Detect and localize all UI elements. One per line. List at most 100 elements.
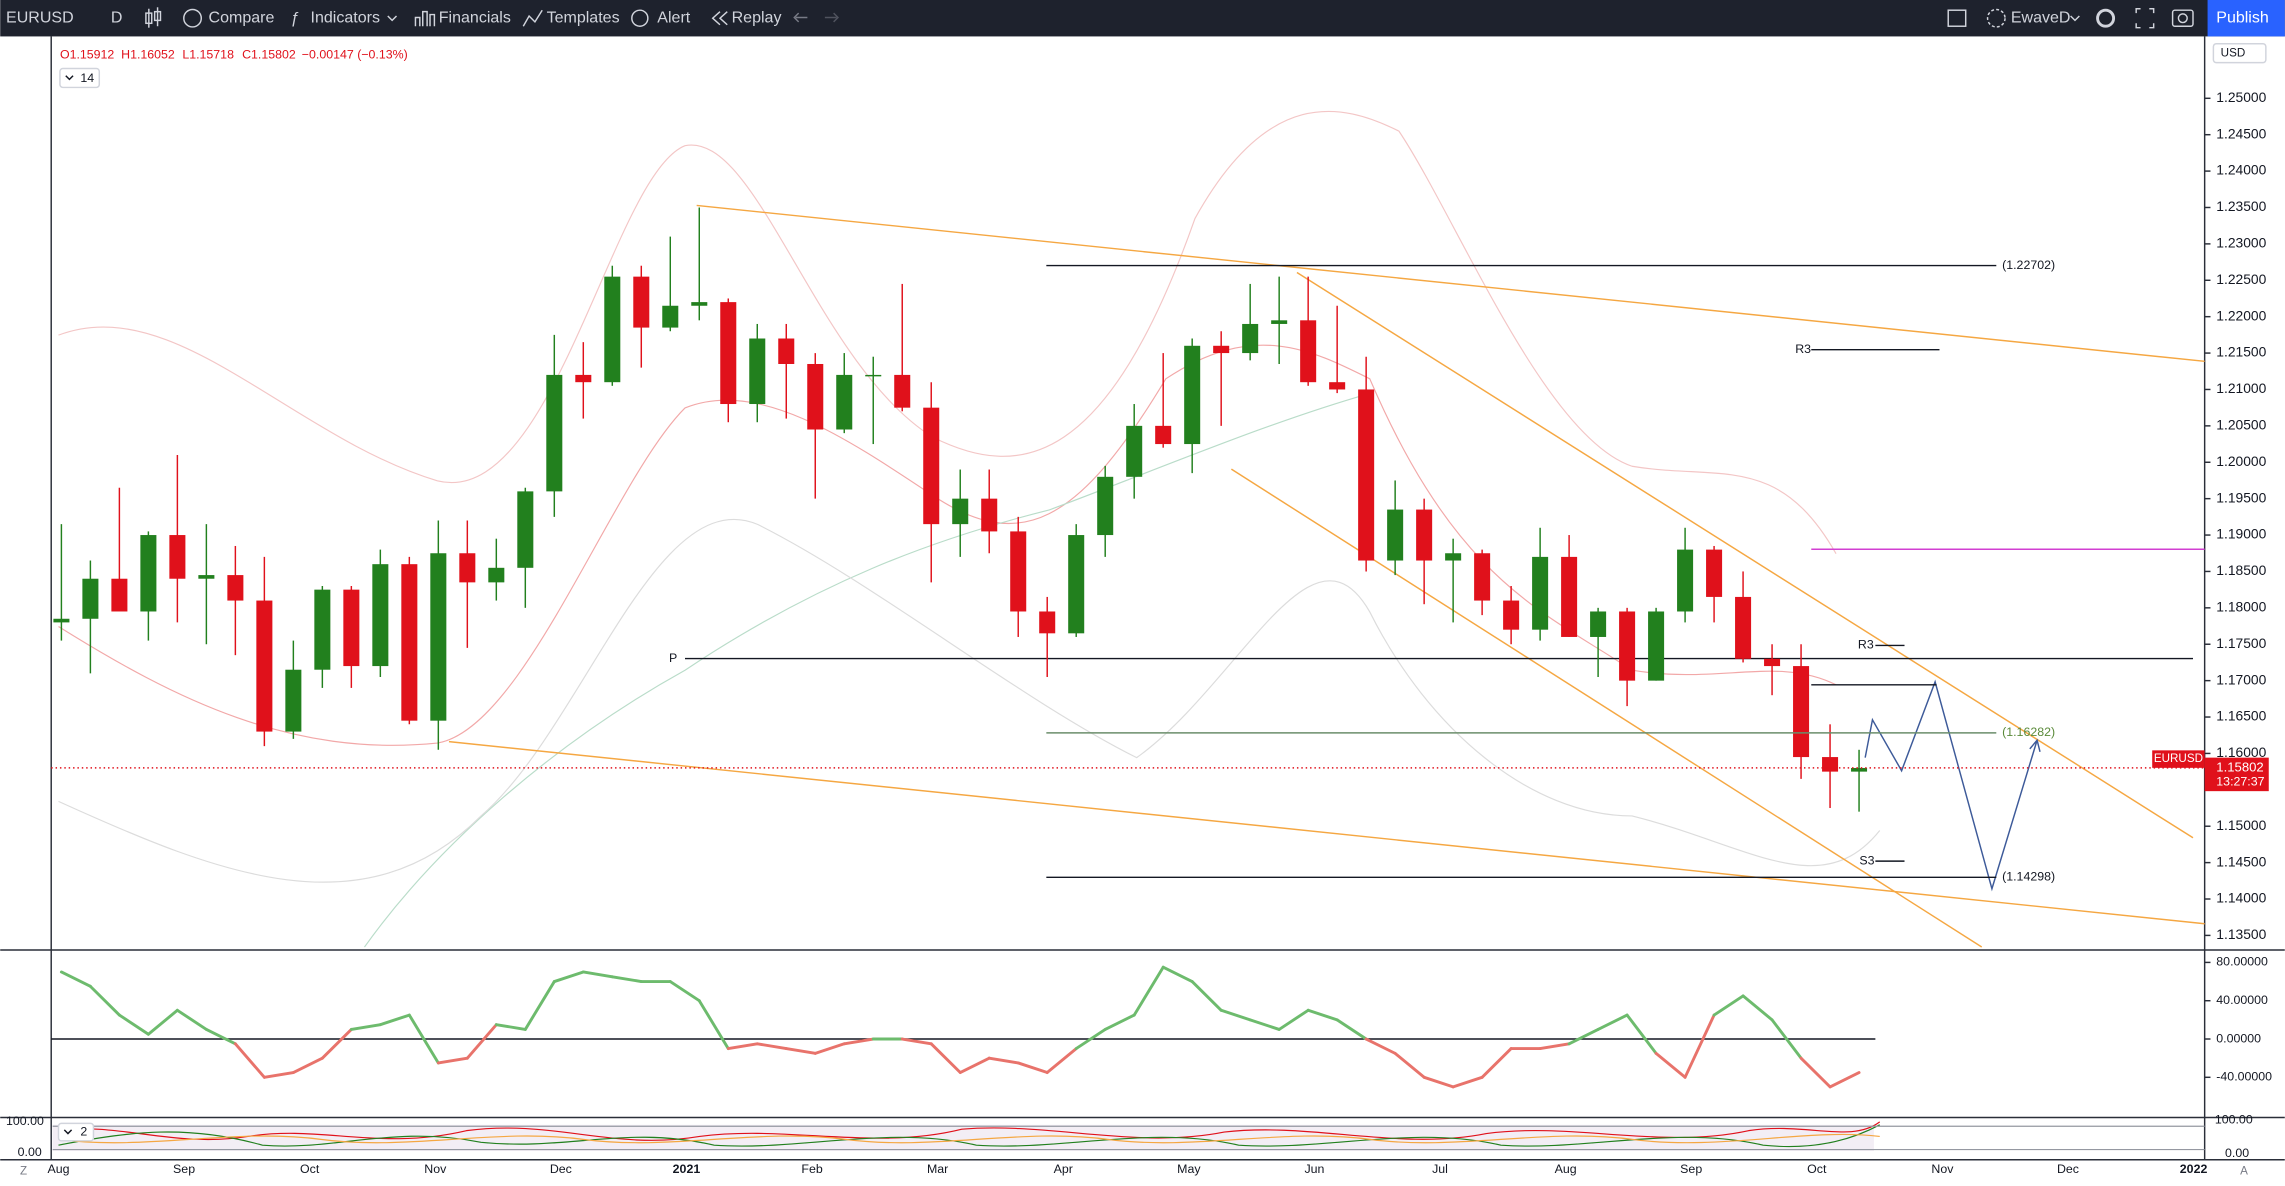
oscillator-segment	[1683, 1013, 1716, 1079]
price-tag-bg	[2204, 757, 2269, 792]
interval[interactable]: D	[111, 8, 123, 26]
trend-line[interactable]	[1296, 271, 2194, 839]
settings-icon[interactable]	[2096, 8, 2116, 28]
candle-body	[343, 589, 360, 667]
candle-body	[517, 491, 534, 568]
collapse-icon[interactable]	[63, 1129, 73, 1135]
indicator-toggle[interactable]	[57, 1122, 95, 1142]
replay-button[interactable]: Replay	[732, 8, 782, 26]
candle-body	[1590, 611, 1607, 637]
y-tick-label: 1.24000	[2216, 162, 2266, 178]
candle-body	[198, 575, 215, 579]
candle-body	[952, 498, 969, 525]
fullscreen-icon[interactable]	[2135, 8, 2155, 29]
legend: O1.15912 H1.16052 L1.15718 C1.15802 −0.0…	[59, 48, 408, 89]
candle-body	[1126, 425, 1143, 477]
candle-body	[1010, 531, 1027, 612]
legend-high: H1.16052	[121, 48, 175, 62]
alert-icon[interactable]	[631, 9, 649, 27]
y-tick-label: 1.18000	[2216, 598, 2266, 614]
chart-type-icon[interactable]	[145, 7, 162, 28]
y-tick-label: 1.17000	[2216, 671, 2266, 687]
undo-icon[interactable]	[793, 12, 808, 23]
oscillator-segment	[407, 1013, 440, 1065]
oscillator-segment	[204, 1027, 237, 1046]
trend-line[interactable]	[448, 740, 2205, 925]
symbol[interactable]: EURUSD	[6, 8, 74, 26]
y-tick-label: 80.00000	[2216, 955, 2268, 969]
oscillator-segment	[987, 1056, 1020, 1065]
oscillator-segment	[1538, 1042, 1571, 1051]
pivot-label: R3	[1795, 342, 1811, 356]
currency-select[interactable]	[2212, 42, 2267, 64]
dropdown-icon[interactable]	[387, 15, 398, 22]
financials-icon[interactable]	[414, 10, 436, 27]
x-tick-label: Apr	[1054, 1162, 1073, 1176]
oscillator-segment	[1190, 980, 1223, 1012]
x-tick-label: Aug	[1555, 1162, 1577, 1176]
candle-body	[1329, 382, 1346, 390]
trend-line[interactable]	[1230, 468, 1983, 948]
oscillator-segment	[1828, 1071, 1861, 1089]
candle-body	[488, 567, 505, 583]
candle-body	[1068, 535, 1085, 634]
dropdown-icon[interactable]	[2070, 15, 2080, 22]
candle-body	[1213, 345, 1230, 354]
oscillator-segment	[958, 1056, 991, 1074]
y-tick-label: 1.19000	[2216, 526, 2266, 542]
alert-button[interactable]: Alert	[657, 8, 690, 26]
layout-name[interactable]: EwaveD	[2011, 8, 2071, 26]
compare-icon[interactable]	[183, 8, 203, 28]
indicator-toggle[interactable]	[59, 67, 101, 89]
wave-projection[interactable]	[1864, 679, 2041, 892]
y-tick-label: 1.16000	[2216, 744, 2266, 760]
auto-scale-button[interactable]: A	[2240, 1165, 2248, 1178]
candle-body	[1822, 757, 1839, 772]
oscillator-segment	[610, 975, 643, 984]
redo-icon[interactable]	[824, 12, 840, 23]
candle-body	[1242, 323, 1259, 354]
oscillator-segment	[436, 1056, 469, 1065]
publish-button[interactable]: Publish	[2216, 8, 2269, 26]
x-tick-label: Sep	[1680, 1162, 1702, 1176]
replay-icon[interactable]	[711, 11, 728, 26]
x-tick-label: Feb	[801, 1162, 822, 1176]
level-label: (1.14298)	[2002, 870, 2055, 884]
candle-body	[865, 374, 882, 377]
publish-button-bg[interactable]	[2207, 0, 2285, 37]
oscillator-segment	[88, 984, 121, 1017]
oscillator-segment	[1770, 1018, 1803, 1060]
candle-body	[1764, 658, 1781, 667]
candle-body	[1416, 509, 1433, 561]
templates-icon[interactable]	[522, 9, 543, 27]
layout-icon[interactable]	[1986, 8, 2006, 28]
candle-body	[923, 407, 940, 525]
templates-button[interactable]: Templates	[547, 8, 620, 26]
candle-body	[1445, 553, 1462, 561]
y-tick-label: 40.00000	[2216, 993, 2268, 1007]
y-tick-label: 1.16500	[2216, 708, 2266, 724]
zoom-button[interactable]: Z	[20, 1165, 27, 1178]
compare-button[interactable]: Compare	[209, 8, 275, 26]
indicator-count: 2	[80, 1124, 87, 1138]
indicators-icon[interactable]: ƒ	[290, 9, 299, 27]
financials-button[interactable]: Financials	[439, 8, 511, 26]
trend-line[interactable]	[696, 204, 2205, 363]
basis-line	[58, 344, 1837, 746]
candle-body	[53, 618, 70, 623]
candle-body	[1561, 556, 1578, 637]
legend-change: −0.00147 (−0.13%)	[302, 48, 408, 62]
indicators-button[interactable]: Indicators	[311, 8, 380, 26]
oscillator-segment	[1364, 1037, 1397, 1055]
snapshot-icon[interactable]	[2171, 9, 2194, 27]
oscillator-segment	[1248, 1018, 1281, 1031]
long-ma	[363, 392, 1370, 948]
fullscreen-select-icon[interactable]	[1947, 9, 1967, 27]
oscillator-segment	[1335, 1018, 1368, 1041]
collapse-icon[interactable]	[65, 75, 74, 81]
candle-body	[1271, 320, 1288, 324]
x-tick-label: Nov	[424, 1162, 447, 1176]
legend-open: O1.15912	[60, 48, 114, 62]
oscillator-segment	[1393, 1051, 1426, 1079]
currency[interactable]: USD	[2221, 46, 2246, 59]
